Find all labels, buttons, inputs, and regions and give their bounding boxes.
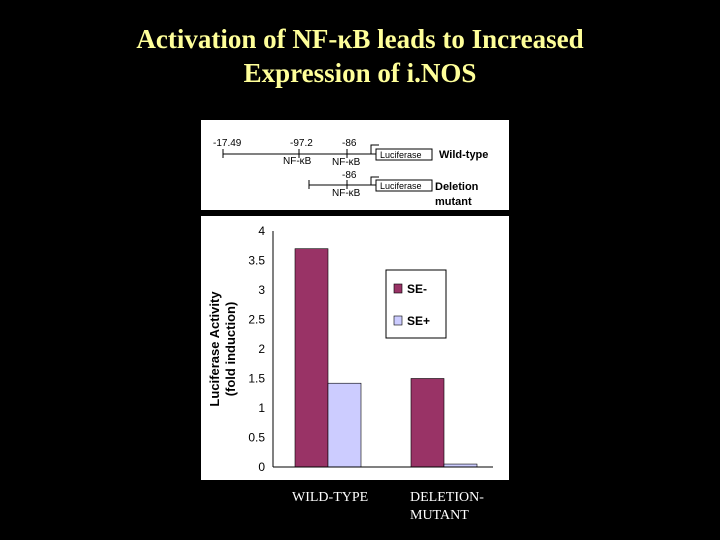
position-label: -97.2 — [290, 138, 313, 149]
x-category-label-line: MUTANT — [410, 508, 469, 523]
y-axis-title-line-1: Luciferase Activity — [207, 291, 222, 407]
position-label: -17.49 — [213, 138, 242, 149]
construct-diagram-svg: -17.49 -97.2 -86 NF-κB NF-κB Luciferase … — [213, 138, 488, 208]
transcription-start-arrow — [370, 144, 379, 154]
luciferase-label: Luciferase — [380, 150, 422, 160]
y-tick-label: 1.5 — [248, 372, 265, 386]
promoter-construct-diagram: -17.49 -97.2 -86 NF-κB NF-κB Luciferase … — [201, 120, 509, 210]
y-tick-label: 3 — [258, 283, 265, 297]
bar-se-0 — [327, 382, 362, 468]
luciferase-box — [375, 148, 433, 161]
x-category-label-line: DELETION- — [410, 490, 484, 505]
y-tick-label: 0.5 — [248, 431, 265, 445]
y-tick-label: 1 — [258, 401, 265, 415]
x-category-label: WILD-TYPE — [292, 489, 368, 507]
title-line-1: Activation of NF-κB leads to Increased — [136, 24, 584, 54]
nfkb-site-label: NF-κB — [283, 156, 312, 167]
nfkb-site-label: NF-κB — [332, 188, 361, 199]
deletion-label-line-1: Deletion — [435, 181, 479, 193]
y-tick-label: 0 — [258, 460, 265, 474]
luciferase-box — [375, 179, 433, 192]
y-tick-label: 3.5 — [248, 254, 265, 268]
legend-swatch — [393, 315, 403, 326]
legend-box — [385, 269, 447, 339]
y-axis-ticks: 0 0.5 1 1.5 2 2.5 3 3.5 4 — [248, 224, 265, 474]
y-tick-label: 4 — [258, 224, 265, 238]
position-label: -86 — [342, 170, 357, 181]
x-category-label: DELETION- MUTANT — [410, 489, 484, 525]
y-axis-title-line-2: (fold induction) — [223, 302, 238, 397]
legend-swatch — [393, 283, 403, 294]
legend: SE- SE+ — [385, 269, 447, 339]
bar-chart-svg: Luciferase Activity (fold induction) 0 0.… — [201, 216, 509, 480]
position-label: -86 — [342, 138, 357, 149]
bar-chart-panel: Luciferase Activity (fold induction) 0 0.… — [201, 216, 509, 480]
bar-se-0 — [294, 248, 329, 468]
slide-title: Activation of NF-κB leads to Increased E… — [0, 22, 720, 90]
nfkb-site-label: NF-κB — [332, 157, 361, 168]
deletion-label-line-2: mutant — [435, 196, 472, 208]
transcription-start-arrow — [370, 176, 379, 185]
luciferase-label: Luciferase — [380, 181, 422, 191]
axes — [272, 231, 493, 468]
y-axis-title: Luciferase Activity (fold induction) — [207, 291, 238, 407]
y-tick-label: 2.5 — [248, 313, 265, 327]
legend-entry-label: SE+ — [407, 314, 430, 328]
bars — [294, 248, 478, 468]
legend-entry-label: SE- — [407, 282, 427, 296]
title-line-2: Expression of i.NOS — [243, 58, 477, 88]
bar-se-1 — [410, 378, 445, 468]
wild-type-label: Wild-type — [439, 149, 488, 161]
x-category-label-line: WILD-TYPE — [292, 490, 369, 505]
y-tick-label: 2 — [258, 342, 265, 356]
